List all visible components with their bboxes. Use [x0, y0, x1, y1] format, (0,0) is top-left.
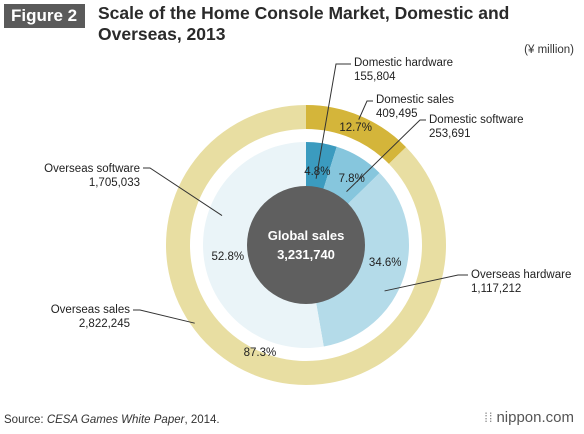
leader-line-overseas-hardware: [384, 274, 468, 292]
callout-value-overseas-hardware: 1,117,212: [471, 283, 521, 295]
center-label: Global sales: [268, 228, 345, 243]
pct-label-domestic-sales: 12.7%: [339, 122, 372, 134]
source-suffix: , 2014.: [184, 414, 220, 426]
pct-label-overseas-sales: 87.3%: [244, 347, 277, 359]
pct-label-domestic-software: 7.8%: [339, 173, 365, 185]
outer-slice-domestic-sales: [306, 105, 407, 164]
callout-name-domestic-software: Domestic software: [429, 114, 524, 126]
unit-label: (¥ million): [524, 44, 574, 56]
callout-value-domestic-software: 253,691: [429, 128, 471, 140]
source-prefix: Source:: [4, 414, 47, 426]
callout-name-overseas-hardware: Overseas hardware: [471, 269, 571, 281]
callout-value-overseas-sales: 2,822,245: [79, 318, 130, 330]
callout-value-domestic-hardware: 155,804: [354, 71, 396, 83]
center-disc: [247, 186, 365, 304]
source-publication: CESA Games White Paper: [46, 414, 185, 426]
callout-name-domestic-sales: Domestic sales: [376, 94, 454, 106]
leader-line-domestic-hardware: [315, 63, 351, 179]
callout-name-overseas-software: Overseas software: [44, 163, 140, 175]
leader-line-overseas-software: [143, 167, 223, 216]
callout-value-domestic-sales: 409,495: [376, 108, 418, 120]
leader-line-domestic-software: [346, 119, 426, 193]
logo-mark-icon: ⁞⁞: [484, 410, 494, 425]
leader-line-domestic-sales: [358, 100, 373, 120]
source-note: Source: CESA Games White Paper, 2014.: [4, 414, 220, 426]
chart-title: Scale of the Home Console Market, Domest…: [98, 3, 510, 44]
center-value: 3,231,740: [277, 247, 335, 262]
nippon-logo: ⁞⁞ nippon.com: [484, 409, 574, 426]
pct-label-overseas-software: 52.8%: [211, 251, 244, 263]
leader-line-overseas-sales: [133, 309, 195, 324]
callout-name-domestic-hardware: Domestic hardware: [354, 57, 453, 69]
pct-label-overseas-hardware: 34.6%: [369, 257, 402, 269]
callout-name-overseas-sales: Overseas sales: [51, 304, 131, 316]
figure-label: Figure 2: [4, 4, 86, 28]
logo-text: nippon.com: [496, 409, 574, 426]
callout-value-overseas-software: 1,705,033: [89, 177, 140, 189]
